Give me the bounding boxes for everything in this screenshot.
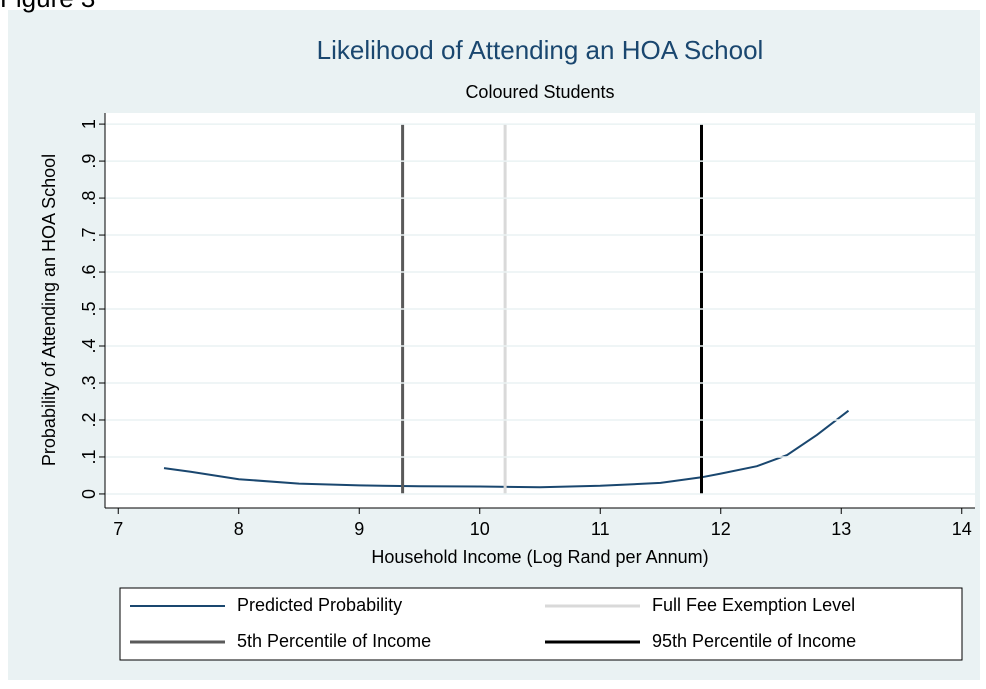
plot-area bbox=[105, 113, 975, 508]
legend bbox=[119, 587, 963, 661]
y-tick-label: .8 bbox=[79, 191, 99, 206]
legend-label: Full Fee Exemption Level bbox=[652, 595, 855, 615]
chart-subtitle: Coloured Students bbox=[465, 82, 614, 102]
y-tick-label: .6 bbox=[79, 265, 99, 280]
y-tick-label: .5 bbox=[79, 302, 99, 317]
y-tick-label: .9 bbox=[79, 154, 99, 169]
x-tick-label: 13 bbox=[831, 519, 851, 539]
y-tick-label: .4 bbox=[79, 338, 99, 353]
x-tick-label: 11 bbox=[591, 519, 610, 539]
y-axis-title: Probability of Attending an HOA School bbox=[39, 154, 59, 466]
series-line bbox=[163, 409, 850, 489]
x-tick-label: 7 bbox=[113, 519, 123, 539]
x-tick-label: 10 bbox=[470, 519, 490, 539]
legend-label: Predicted Probability bbox=[237, 595, 402, 615]
x-tick-label: 8 bbox=[234, 519, 244, 539]
y-tick-label: .3 bbox=[79, 375, 99, 390]
x-tick-label: 14 bbox=[952, 519, 972, 539]
x-axis-title: Household Income (Log Rand per Annum) bbox=[371, 547, 708, 567]
chart-title: Likelihood of Attending an HOA School bbox=[317, 35, 764, 65]
y-tick-label: .2 bbox=[79, 412, 99, 427]
x-tick-label: 9 bbox=[354, 519, 364, 539]
y-tick-label: 1 bbox=[79, 119, 99, 129]
legend-label: 5th Percentile of Income bbox=[237, 631, 431, 651]
x-tick-label: 12 bbox=[711, 519, 731, 539]
y-tick-label: 0 bbox=[79, 489, 99, 499]
y-tick-label: .1 bbox=[79, 449, 99, 464]
legend-label: 95th Percentile of Income bbox=[652, 631, 856, 651]
y-tick-label: .7 bbox=[79, 228, 99, 243]
figure-label: Figure 3 bbox=[0, 0, 95, 13]
